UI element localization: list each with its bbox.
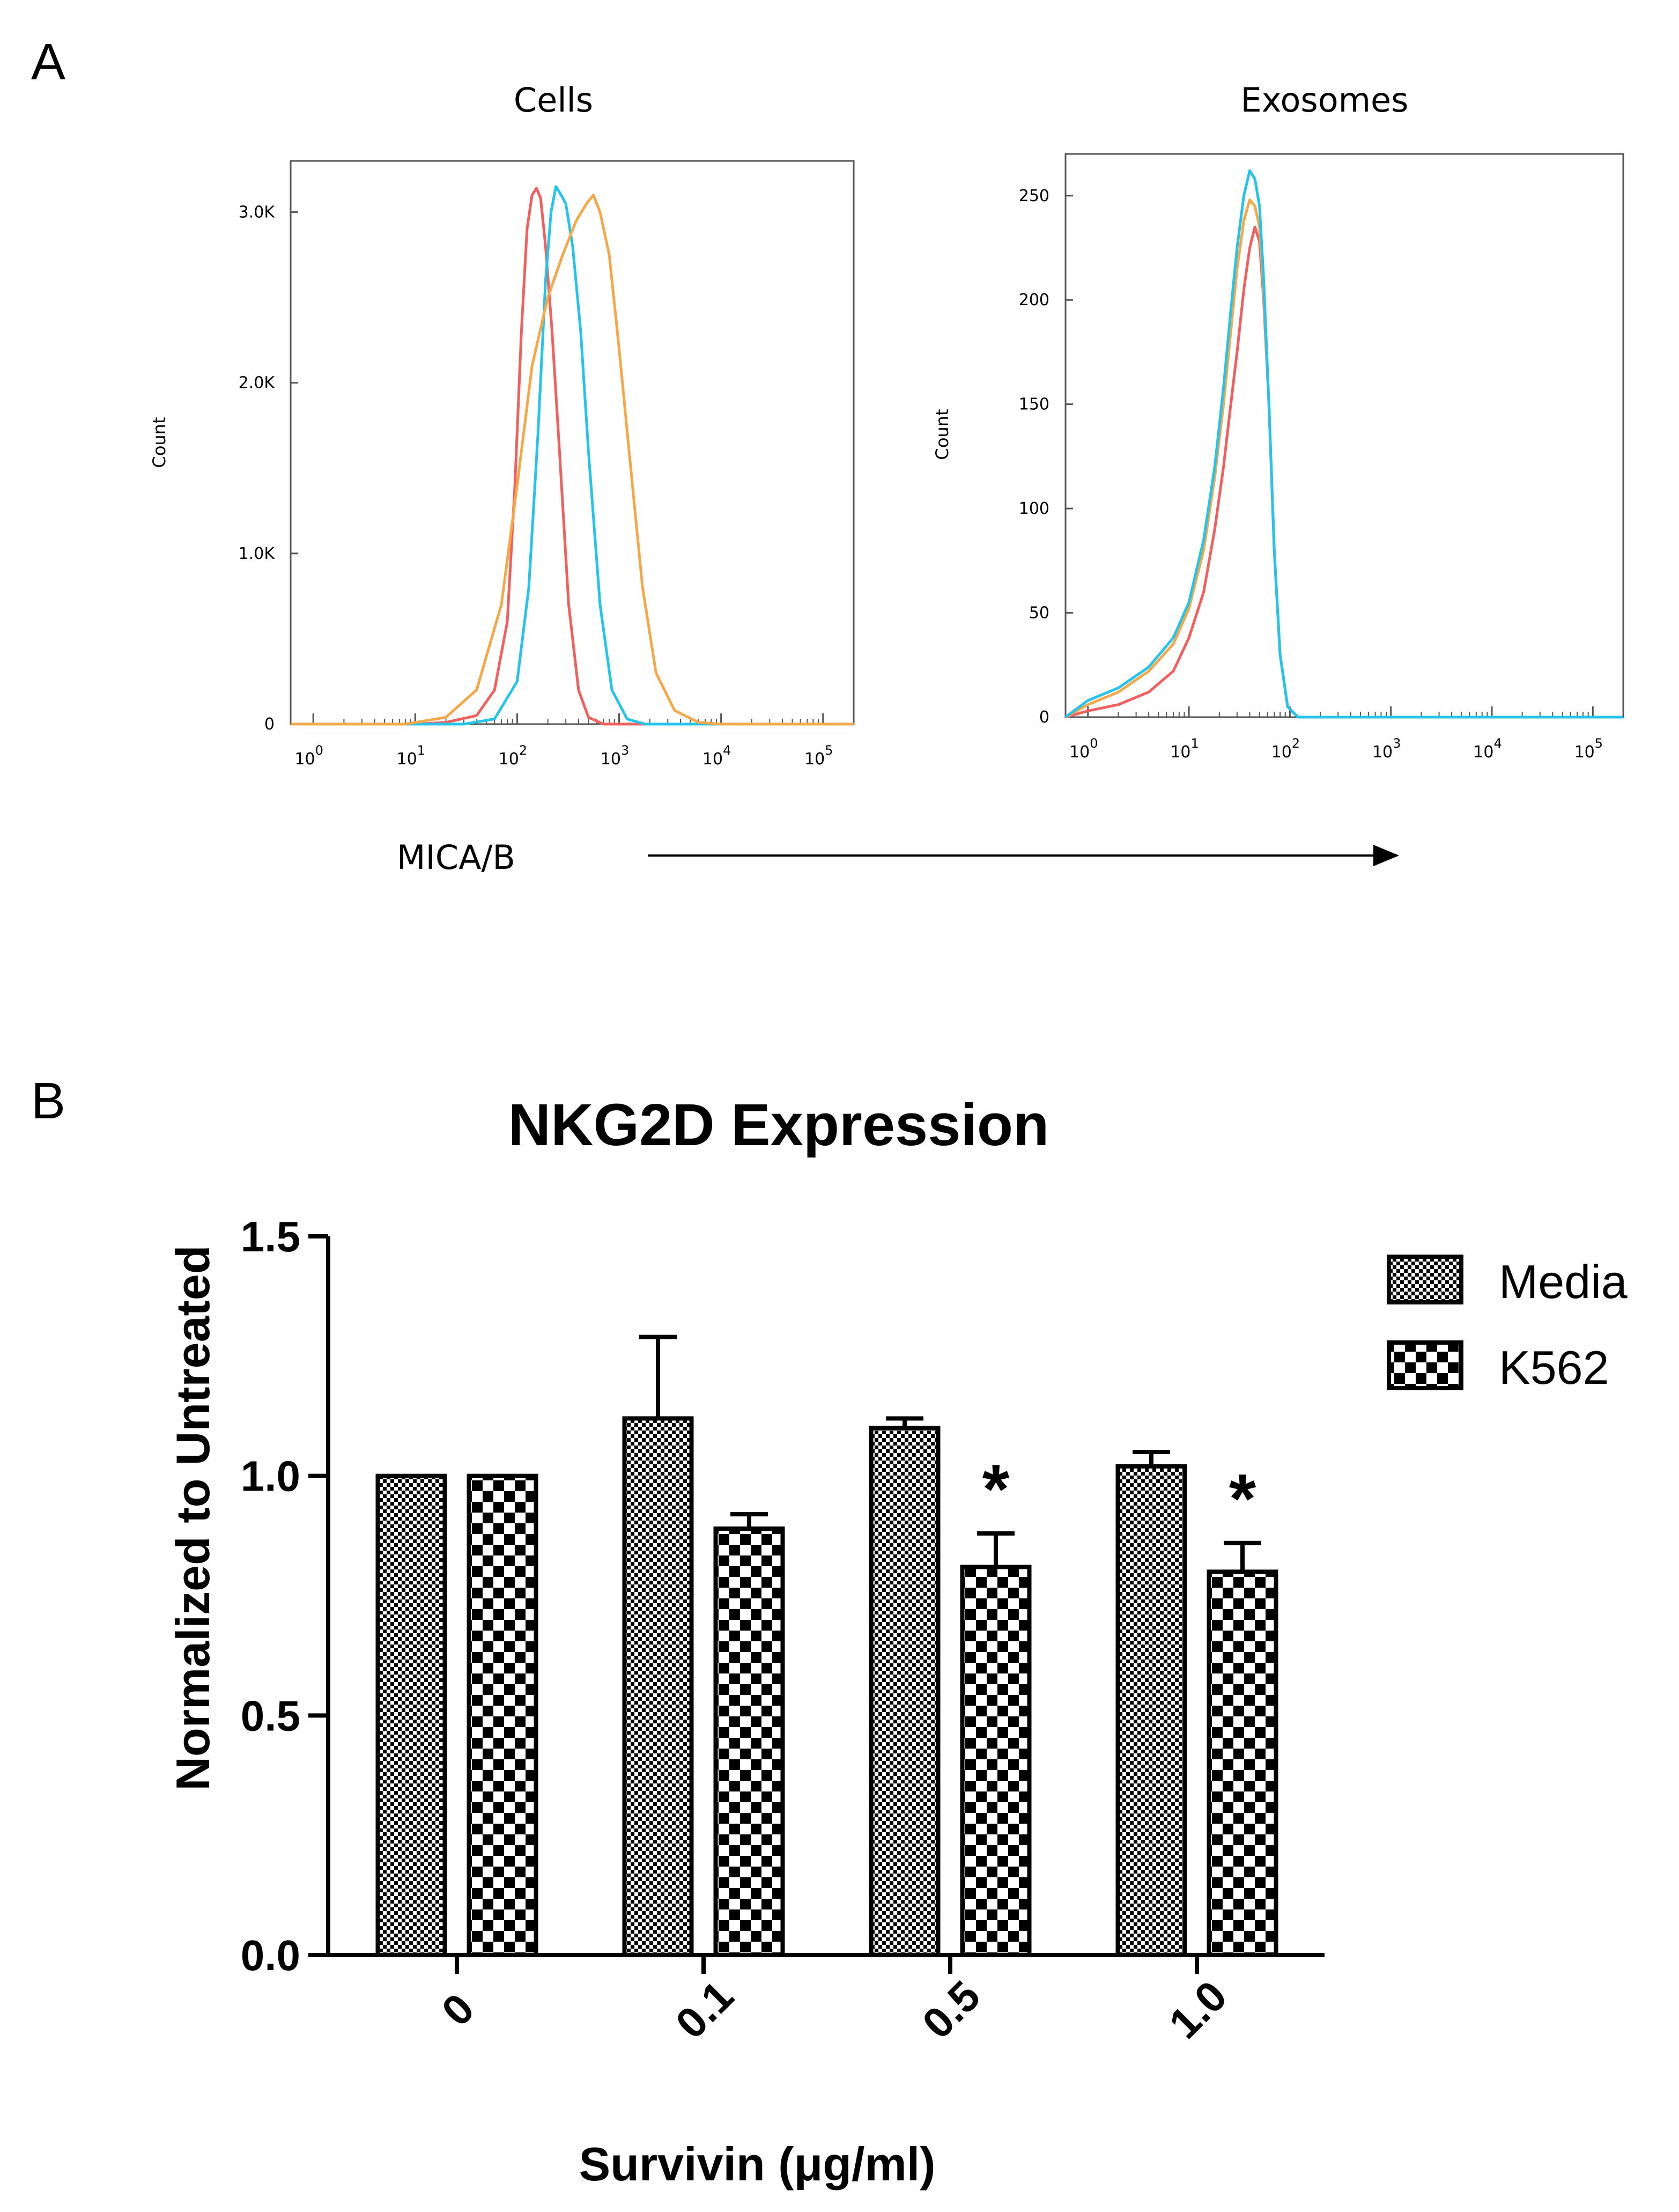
- bar-y-ticks: 0.0 0.5 1.0 1.5: [241, 1213, 328, 1979]
- cells-y-tick-label: 0: [264, 715, 275, 734]
- cells-x-tick-label: 105: [804, 743, 833, 769]
- bar-k562: [713, 1526, 785, 1957]
- flow-histogram-cells: Cells Count 01.0K2.0K3.0K 100 101 102 103 10…: [149, 80, 855, 769]
- cells-x-ticks: 100 101 102 103 104 105: [294, 713, 854, 769]
- bar-media: [375, 1473, 447, 1958]
- bar-x-tick-label: 0.5: [913, 1972, 989, 2048]
- exosomes-curve-cyan: [1064, 169, 1623, 719]
- bar-chart-y-axis-label: Normalized to Untreated: [166, 1245, 219, 1790]
- cells-title: Cells: [514, 80, 593, 120]
- exosomes-y-tick-label: 50: [1029, 604, 1049, 623]
- exosomes-y-tick-label: 100: [1019, 499, 1049, 518]
- exosomes-x-tick-label: 102: [1271, 736, 1300, 762]
- cells-y-tick-label: 2.0K: [239, 374, 276, 393]
- significance-markers: * *: [982, 1450, 1256, 1538]
- bar-x-tick-label: 0: [433, 1985, 483, 2035]
- panel-a-label: A: [31, 33, 65, 91]
- significance-star: *: [1229, 1459, 1256, 1538]
- legend-swatch-k562: [1387, 1340, 1463, 1390]
- cells-y-tick-label: 1.0K: [239, 544, 276, 563]
- bar-x-tick-label: 0.1: [667, 1972, 743, 2048]
- cells-curves: [291, 185, 854, 726]
- bar-series: [375, 1416, 1278, 1958]
- bar-x-tick-label: 1.0: [1160, 1972, 1236, 2048]
- cells-x-tick-label: 103: [601, 743, 629, 769]
- bar-error-bars: [639, 1334, 1261, 1572]
- exosomes-title: Exosomes: [1241, 80, 1409, 120]
- exosomes-curve-red: [1065, 225, 1623, 719]
- exosomes-curve-orange: [1064, 198, 1623, 719]
- cells-x-tick-label: 100: [294, 743, 323, 769]
- bar-media: [1115, 1464, 1187, 1958]
- bar-k562: [467, 1473, 538, 1958]
- exosomes-x-tick-label: 101: [1170, 736, 1199, 762]
- exosomes-x-ticks: 100 101 102 103 104 105: [1069, 706, 1624, 762]
- bar-y-tick-label: 1.5: [241, 1213, 300, 1260]
- exosomes-y-tick-label: 250: [1019, 187, 1049, 205]
- cells-x-tick-label: 104: [702, 743, 731, 769]
- bar-chart-x-axis-label: Survivin (μg/ml): [579, 2137, 935, 2191]
- cells-y-tick-label: 3.0K: [239, 203, 276, 222]
- bar-chart-nkg2d: NKG2D Expression Normalized to Untreated…: [166, 1092, 1325, 2191]
- legend-label-k562: K562: [1499, 1341, 1609, 1394]
- cells-x-tick-label: 101: [397, 743, 425, 769]
- cells-x-tick-label: 102: [499, 743, 527, 769]
- legend-label-media: Media: [1499, 1255, 1628, 1308]
- bar-y-tick-label: 0.0: [241, 1931, 300, 1979]
- exosomes-x-tick-label: 105: [1574, 736, 1603, 762]
- panel-b-label: B: [31, 1072, 65, 1130]
- bar-k562: [960, 1565, 1032, 1957]
- cells-y-axis-label: Count: [149, 417, 169, 468]
- cells-y-ticks: 0 1.0K 2.0K 3.0K: [239, 203, 298, 734]
- exosomes-y-tick-label: 0: [1039, 708, 1049, 727]
- bar-x-ticks: 0 0.1 0.5 1.0: [433, 1955, 1236, 2048]
- bar-media: [622, 1416, 694, 1957]
- cells-plot-frame: [290, 160, 855, 725]
- mica-b-axis-label: MICA/B: [397, 838, 515, 877]
- flow-histogram-exosomes: Exosomes Count 0 50 100 150 200 250 100 101 102…: [932, 80, 1624, 762]
- bar-media: [869, 1426, 941, 1957]
- bar-y-tick-label: 0.5: [241, 1692, 300, 1739]
- exosomes-x-tick-label: 103: [1372, 736, 1401, 762]
- exosomes-y-tick-label: 200: [1019, 291, 1049, 309]
- exosomes-plot-frame: [1064, 153, 1624, 718]
- exosomes-curves: [1064, 169, 1623, 719]
- exosomes-x-tick-label: 104: [1473, 736, 1502, 762]
- bar-k562: [1207, 1569, 1278, 1957]
- legend: Media K562: [1387, 1255, 1628, 1394]
- cells-curve-orange: [291, 194, 854, 726]
- exosomes-y-axis-label: Count: [932, 409, 952, 460]
- bar-y-tick-label: 1.0: [241, 1452, 300, 1500]
- exosomes-x-tick-label: 100: [1069, 736, 1098, 762]
- significance-star: *: [982, 1450, 1010, 1528]
- cells-curve-red: [291, 187, 854, 726]
- exosomes-y-ticks: 0 50 100 150 200 250: [1019, 187, 1073, 727]
- bar-chart-title: NKG2D Expression: [508, 1092, 1049, 1158]
- legend-swatch-media: [1387, 1255, 1463, 1304]
- cells-curve-cyan: [291, 185, 854, 726]
- exosomes-y-tick-label: 150: [1019, 395, 1049, 414]
